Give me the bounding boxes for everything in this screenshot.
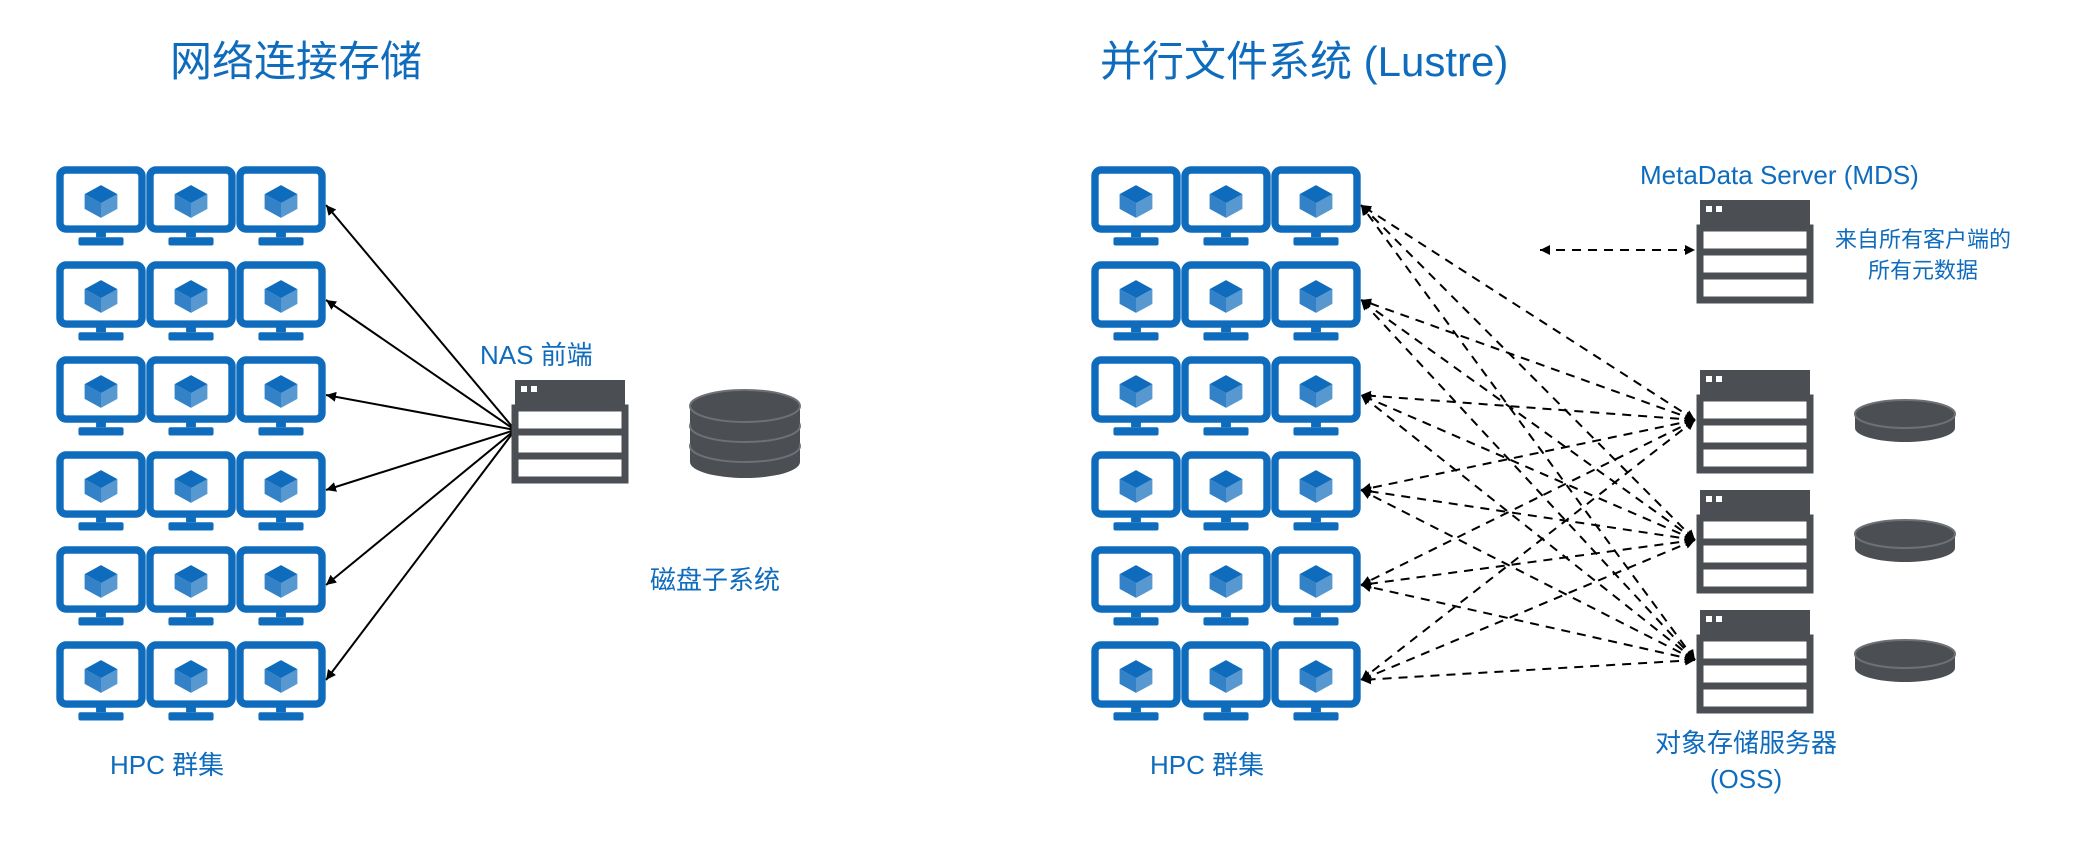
left-node-5-0	[60, 645, 142, 720]
right-node-5-2	[1275, 645, 1357, 720]
nas-disk-stack-0	[690, 390, 800, 438]
left-node-2-1	[150, 360, 232, 435]
left-node-4-1	[150, 550, 232, 625]
oss-server-1	[1700, 490, 1810, 590]
left-node-3-0	[60, 455, 142, 530]
left-node-3-2	[240, 455, 322, 530]
right-node-5-0	[1095, 645, 1177, 720]
left-node-0-2	[240, 170, 322, 245]
left-node-0-1	[150, 170, 232, 245]
left-node-4-2	[240, 550, 322, 625]
right-node-1-2	[1275, 265, 1357, 340]
oss-disk-2	[1855, 640, 1955, 682]
nas-server	[515, 380, 625, 480]
left-node-3-1	[150, 455, 232, 530]
left-node-2-0	[60, 360, 142, 435]
left-node-2-2	[240, 360, 322, 435]
right-node-2-2	[1275, 360, 1357, 435]
left-node-1-0	[60, 265, 142, 340]
oss-server-2	[1700, 610, 1810, 710]
right-node-0-2	[1275, 170, 1357, 245]
right-node-4-2	[1275, 550, 1357, 625]
right-node-3-1	[1185, 455, 1267, 530]
left-node-4-0	[60, 550, 142, 625]
oss-disk-0	[1855, 400, 1955, 442]
right-node-4-0	[1095, 550, 1177, 625]
right-node-4-1	[1185, 550, 1267, 625]
mds-server	[1700, 200, 1810, 300]
right-node-1-1	[1185, 265, 1267, 340]
right-node-0-0	[1095, 170, 1177, 245]
oss-disk-1	[1855, 520, 1955, 562]
right-node-5-1	[1185, 645, 1267, 720]
diagram-canvas: 网络连接存储 并行文件系统 (Lustre) HPC 群集 NAS 前端 磁盘子…	[0, 0, 2098, 849]
left-node-5-1	[150, 645, 232, 720]
right-node-3-0	[1095, 455, 1177, 530]
right-node-0-1	[1185, 170, 1267, 245]
oss-server-0	[1700, 370, 1810, 470]
right-node-2-1	[1185, 360, 1267, 435]
nas-disk-stack	[690, 390, 800, 478]
left-node-1-2	[240, 265, 322, 340]
svg-layer	[0, 0, 2098, 849]
right-node-1-0	[1095, 265, 1177, 340]
right-node-2-0	[1095, 360, 1177, 435]
left-node-1-1	[150, 265, 232, 340]
left-node-5-2	[240, 645, 322, 720]
left-node-0-0	[60, 170, 142, 245]
right-node-3-2	[1275, 455, 1357, 530]
